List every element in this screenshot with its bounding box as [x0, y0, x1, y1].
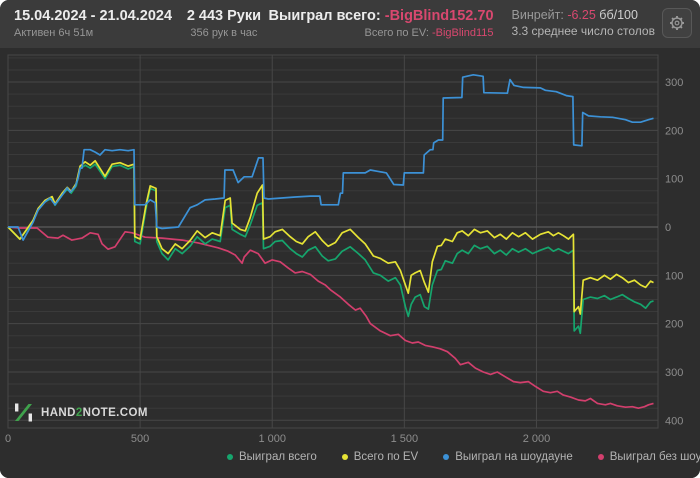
hand2note-logo: HAND2NOTE.COM: [13, 402, 148, 423]
winrate-unit: бб/100: [599, 8, 638, 22]
winrate-block: Винрейт: -6.25 бб/100 3.3 среднее число …: [512, 7, 662, 39]
x-axis-tick-label: 500: [131, 433, 149, 445]
legend-label: Выиграл без шоудауна: [609, 451, 700, 463]
series-line-4: [7, 226, 654, 410]
x-axis-tick-label: 1 500: [391, 433, 419, 445]
won-total-value: -BigBlind152.70: [384, 8, 494, 24]
winnings-graph-panel: 0 500 1 000 1 500 2 000 300 200 100 0 100 200 300 40…: [0, 48, 700, 478]
legend-item-3: Выиграл на шоудауне: [443, 451, 573, 463]
x-axis-tick-label: 1 000: [258, 433, 286, 445]
series-line-2: [7, 159, 654, 315]
y-axis-tick-label: 400: [665, 415, 683, 427]
hands-total: 2 443 Руки: [186, 8, 262, 24]
plot-border: [7, 54, 659, 429]
series-line-1: [7, 163, 654, 335]
date-range-block: 15.04.2024 - 21.04.2024 Активен 6ч 51м: [14, 7, 179, 40]
x-axis-tick-label: 2 000: [523, 433, 551, 445]
series-line-3: [8, 73, 654, 241]
legend-dot: [597, 454, 604, 460]
legend-label: Выиграл всего: [239, 451, 317, 463]
y-axis-tick-label: 100: [665, 174, 683, 186]
summary-header: 15.04.2024 - 21.04.2024 Активен 6ч 51м 2…: [0, 0, 700, 48]
gear-icon: [669, 15, 685, 31]
legend-item-1: Выиграл всего: [227, 451, 317, 463]
y-axis-tick-label: 100: [665, 270, 683, 282]
y-axis-tick-label: 200: [665, 125, 683, 137]
legend-dot: [443, 454, 450, 460]
active-time: Активен 6ч 51м: [14, 27, 94, 39]
winrate-value: -6.25: [567, 8, 596, 22]
x-axis-tick-label: 0: [5, 433, 11, 445]
chart-canvas[interactable]: 0 500 1 000 1 500 2 000300200100010020030040…: [0, 48, 700, 478]
y-axis-tick-label: 300: [665, 77, 683, 89]
hands-per-hour: 356 рук в час: [190, 27, 258, 39]
hand2note-logo-text: HAND2NOTE.COM: [41, 406, 148, 419]
avg-tables: 3.3 среднее число столов: [511, 24, 655, 38]
winrate-label: Винрейт:: [511, 8, 564, 22]
ev-total-label: Всего по EV:: [364, 27, 429, 39]
hand2note-logo-icon: [13, 402, 34, 423]
winnings-block: Выиграл всего: -BigBlind152.70 Всего по …: [269, 7, 508, 40]
legend-item-4: Выиграл без шоудауна: [597, 451, 700, 463]
hands-block: 2 443 Руки 356 рук в час: [179, 7, 268, 40]
date-range: 15.04.2024 - 21.04.2024: [14, 8, 173, 24]
y-axis-tick-label: 0: [665, 222, 671, 234]
y-axis-tick-label: 200: [665, 319, 683, 331]
settings-button[interactable]: [662, 8, 692, 38]
legend-dot: [341, 454, 348, 460]
legend-dot: [227, 454, 233, 460]
legend-label: Всего по EV: [353, 451, 419, 463]
won-total-label: Выиграл всего:: [268, 8, 381, 24]
legend-label: Выиграл на шоудауне: [455, 451, 573, 463]
chart-legend: Выиграл всего Всего по EV Выиграл на шоуда…: [227, 451, 700, 463]
legend-item-2: Всего по EV: [341, 451, 419, 463]
ev-total-value: -BigBlind115: [431, 27, 494, 39]
y-axis-tick-label: 300: [665, 367, 683, 379]
